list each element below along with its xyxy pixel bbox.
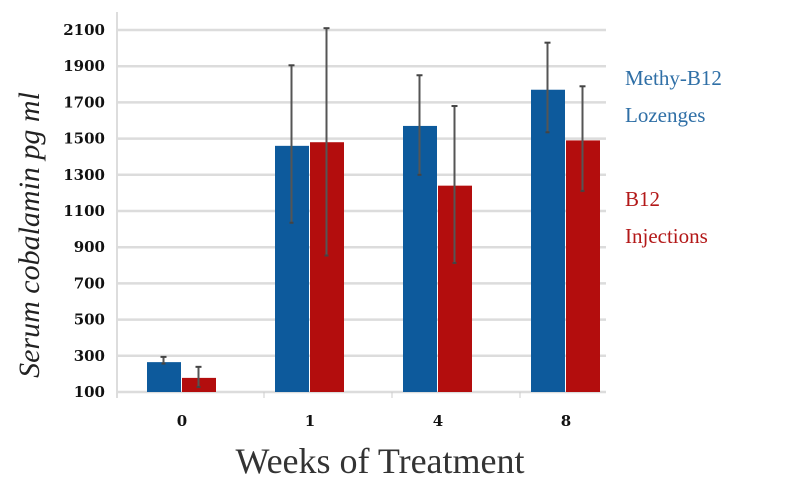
x-tick-label: 8 (561, 412, 571, 430)
y-tick-label: 500 (74, 311, 105, 329)
legend-entry-injections: B12 Injections (625, 181, 708, 255)
y-axis-label: Serum cobalamin pg ml (13, 92, 46, 378)
y-tick-label: 1100 (63, 202, 105, 220)
y-tick-label: 100 (74, 383, 105, 401)
y-tick-label: 1300 (63, 166, 105, 184)
legend-text: Lozenges (625, 103, 706, 127)
y-tick-label: 300 (74, 347, 105, 365)
x-tick-label: 1 (305, 412, 315, 430)
x-tick-label: 0 (177, 412, 187, 430)
y-tick-label: 1500 (63, 130, 105, 148)
legend-text: Injections (625, 224, 708, 248)
legend-entry-lozenges: Methy-B12 Lozenges (625, 60, 722, 134)
y-tick-label: 1700 (63, 93, 105, 111)
x-axis-label: Weeks of Treatment (235, 441, 525, 481)
y-tick-label: 1900 (63, 57, 105, 75)
y-tick-label: 700 (74, 274, 105, 292)
legend-text: Methy-B12 (625, 66, 722, 90)
legend-text: B12 (625, 187, 661, 211)
y-tick-label: 900 (74, 238, 105, 256)
x-tick-label: 4 (433, 412, 443, 430)
bar-lozenges-week-8 (531, 89, 565, 392)
y-tick-label: 2100 (63, 21, 105, 39)
bar-lozenges-week-0 (147, 362, 181, 392)
